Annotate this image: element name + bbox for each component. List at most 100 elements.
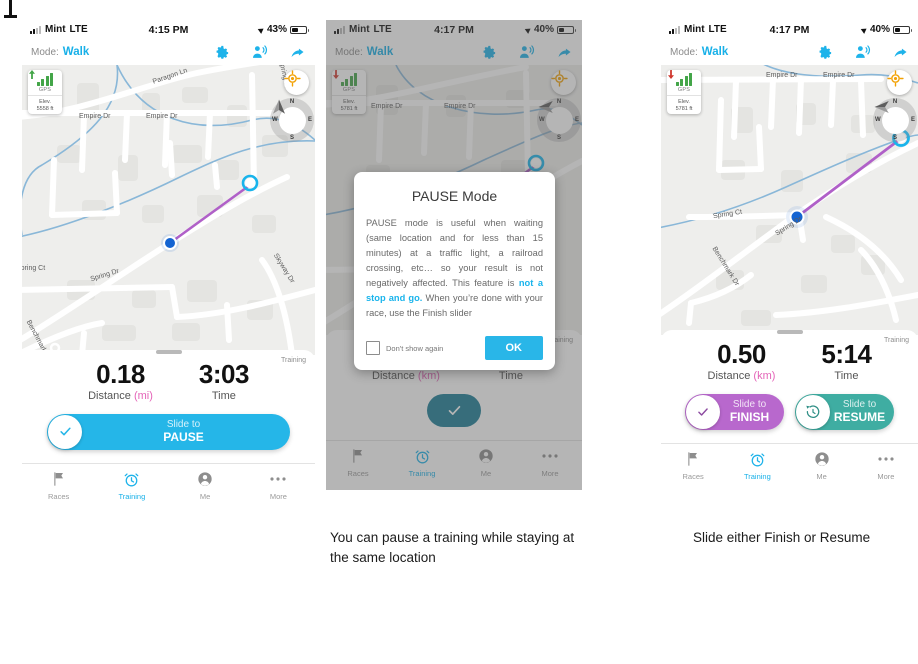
status-bar-clock: 4:17 PM xyxy=(769,23,810,36)
stat-value: 3:03 xyxy=(198,358,250,389)
recenter-location-button[interactable] xyxy=(284,70,309,95)
slider-line2: PAUSE xyxy=(163,429,204,444)
tab-bar: Races Training Me More xyxy=(22,462,315,506)
mode-value[interactable]: Walk xyxy=(366,46,394,58)
gear-icon[interactable] xyxy=(816,44,833,61)
gear-icon[interactable] xyxy=(213,44,230,61)
crosshair-icon xyxy=(284,70,301,87)
signal-strength-icon xyxy=(30,25,41,34)
gear-icon[interactable] xyxy=(480,44,497,61)
slider-knob[interactable] xyxy=(686,394,720,429)
mode-value[interactable]: Walk xyxy=(701,46,729,58)
tab-label: Races xyxy=(682,471,704,481)
app-header: Mode: Walk xyxy=(661,39,918,65)
crosshair-icon xyxy=(551,70,568,87)
share-icon[interactable] xyxy=(892,44,909,61)
audio-announce-icon[interactable] xyxy=(518,44,535,61)
check-icon xyxy=(448,405,460,415)
caption-right: Slide either Finish or Resume xyxy=(693,530,871,545)
compass-east-label: E xyxy=(307,117,312,123)
compass-needle-icon xyxy=(874,101,889,113)
ok-button[interactable]: OK xyxy=(484,336,543,361)
stat-distance: 0.18 Distance (mi) xyxy=(88,360,153,402)
status-bar: Mint LTE 4:17 PM 40% xyxy=(326,20,582,39)
tab-label: Training xyxy=(118,491,146,501)
elevation-value: 5781 ft xyxy=(675,106,693,112)
slide-to-resume-control[interactable]: Slide to RESUME xyxy=(795,393,894,430)
alarm-clock-icon xyxy=(415,450,429,464)
tab-label: Me xyxy=(480,468,492,478)
dont-show-again-label: Don't show again xyxy=(386,343,444,353)
gps-label: GPS xyxy=(677,87,691,93)
slider-knob[interactable] xyxy=(48,414,82,449)
ellipsis-icon xyxy=(270,477,286,481)
audio-announce-icon[interactable] xyxy=(854,44,871,61)
audio-announce-icon[interactable] xyxy=(251,44,268,61)
gps-elevation-widget: GPS Elev. 5781 ft xyxy=(667,70,701,114)
map-view[interactable]: Paragon Ln Empire Dr Empire Dr Spring Dr… xyxy=(22,65,315,355)
battery-percent: 40% xyxy=(533,24,554,35)
gps-elevation-widget: GPS Elev. 5781 ft xyxy=(332,70,366,114)
compass-dial xyxy=(538,101,573,134)
tab-me[interactable]: Me xyxy=(790,450,854,481)
tab-more[interactable]: More xyxy=(242,470,315,501)
stats-panel: Training 0.18 Distance (mi) 3:03 Time Sl… xyxy=(22,350,315,506)
tab-label: More xyxy=(269,491,287,501)
compass-control[interactable]: N E S W xyxy=(270,98,314,142)
stat-label: Distance xyxy=(372,369,415,382)
tab-more[interactable]: More xyxy=(518,447,582,478)
track-line xyxy=(795,138,901,219)
phone-screen-pause-slider: Mint LTE 4:15 PM 43% Mode: Walk xyxy=(22,20,315,561)
tab-races[interactable]: Races xyxy=(661,450,725,481)
tab-me[interactable]: Me xyxy=(169,470,242,501)
tab-label: Races xyxy=(47,491,70,501)
tab-races[interactable]: Races xyxy=(326,447,390,478)
recenter-location-button[interactable] xyxy=(551,70,576,95)
compass-east-label: E xyxy=(910,117,915,123)
status-bar: Mint LTE 4:15 PM 43% xyxy=(22,20,315,39)
tab-label: More xyxy=(541,468,559,478)
share-icon[interactable] xyxy=(289,44,306,61)
slider-line2: FINISH xyxy=(729,409,770,424)
slide-to-pause-control[interactable]: Slide to PAUSE xyxy=(47,413,290,450)
slider-knob[interactable] xyxy=(796,394,830,429)
compass-dial xyxy=(273,99,306,134)
person-icon xyxy=(479,449,493,463)
tab-more[interactable]: More xyxy=(854,450,918,481)
map-view[interactable]: Empire Dr Empire Dr Spring Ct Spring Dr … xyxy=(661,65,918,335)
tab-bar: Races Training Me More xyxy=(326,439,582,483)
tab-training[interactable]: Training xyxy=(390,447,454,478)
slide-to-finish-control[interactable]: Slide to FINISH xyxy=(685,393,784,430)
tab-training[interactable]: Training xyxy=(725,450,789,481)
drag-handle[interactable] xyxy=(776,330,803,334)
share-icon[interactable] xyxy=(556,44,573,61)
tab-me[interactable]: Me xyxy=(454,447,518,478)
drag-handle[interactable] xyxy=(155,350,182,354)
tab-bar: Races Training Me More xyxy=(661,442,918,486)
mode-value[interactable]: Walk xyxy=(62,46,90,58)
dialog-body-part2: When you’re done with your race, use the… xyxy=(366,293,544,319)
recenter-location-button[interactable] xyxy=(887,70,912,95)
dialog-footer: Don't show again OK xyxy=(366,336,543,361)
compass-west-label: W xyxy=(272,117,278,123)
network-type: LTE xyxy=(708,24,727,35)
compass-south-label: S xyxy=(289,135,295,141)
dont-show-again-checkbox[interactable] xyxy=(366,341,380,356)
pause-state-pill[interactable] xyxy=(427,393,481,427)
stat-label: Distance xyxy=(707,369,751,382)
compass-control[interactable]: N E S W xyxy=(537,98,581,142)
header-actions xyxy=(816,44,909,61)
compass-dial xyxy=(874,101,909,134)
phone-screen-pause-dialog: Mint LTE 4:17 PM 40% Mode: Walk xyxy=(326,20,582,490)
stats-row: 0.50 Distance (km) 5:14 Time xyxy=(661,340,918,382)
carrier-name: Mint xyxy=(45,24,66,35)
tab-training[interactable]: Training xyxy=(95,470,168,501)
tab-label: Training xyxy=(408,468,436,478)
compass-needle-icon xyxy=(538,101,553,113)
tab-races[interactable]: Races xyxy=(22,470,95,501)
compass-control[interactable]: N E S W xyxy=(873,98,917,142)
slider-area: Slide to PAUSE xyxy=(22,413,315,450)
gps-signal-icon xyxy=(28,73,62,86)
map-graphics xyxy=(661,65,918,335)
ellipsis-icon xyxy=(542,454,558,458)
